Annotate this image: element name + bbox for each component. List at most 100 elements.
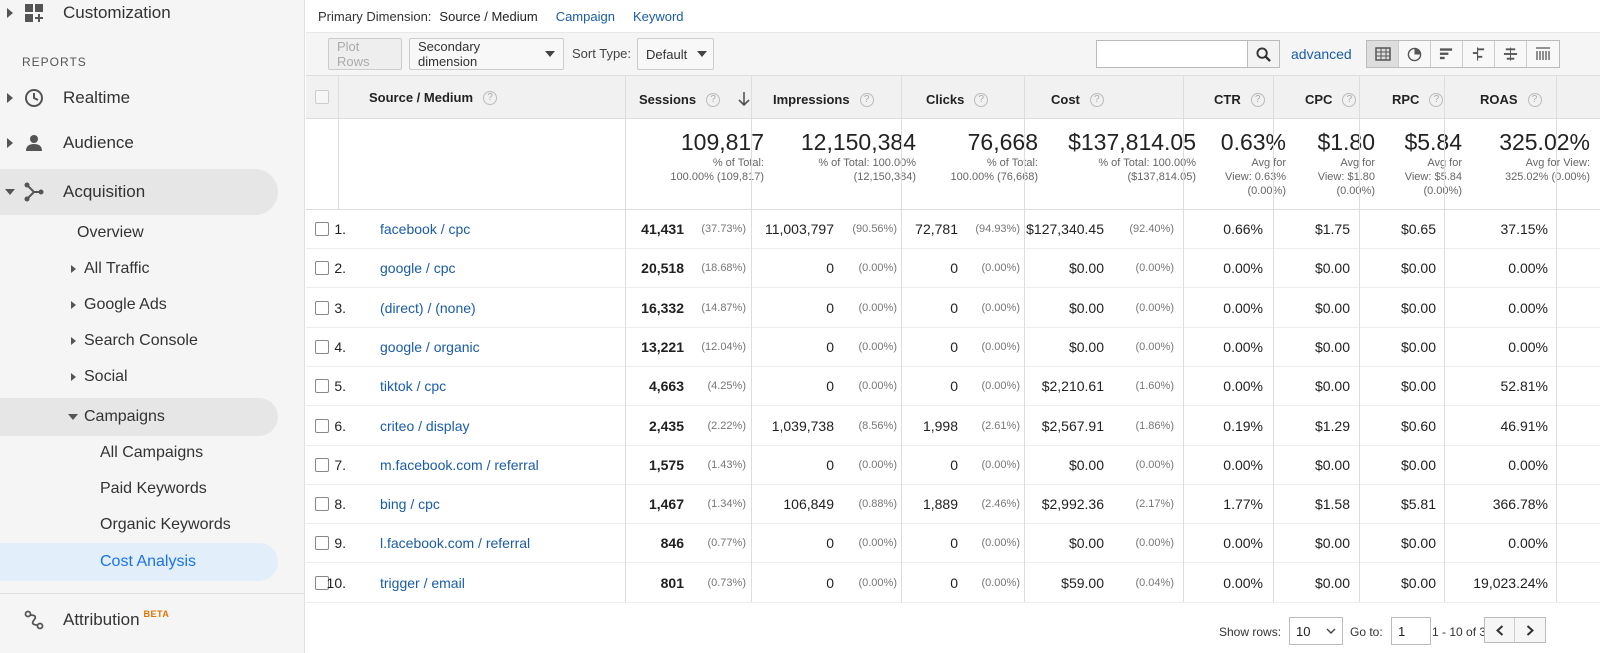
header-sessions[interactable]: Sessions? — [639, 92, 750, 107]
term-cloud-view-button[interactable] — [1495, 41, 1527, 67]
help-icon[interactable]: ? — [1429, 92, 1444, 107]
nav-google-ads[interactable]: Google Ads — [71, 287, 167, 323]
table-search-input[interactable] — [1096, 40, 1248, 68]
clicks-percent: (0.00%) — [981, 380, 1020, 393]
table-row: 6. criteo / display 2,435 (2.22%) 1,039,738 (… — [306, 407, 1600, 446]
table-row: 10. trigger / email 801 (0.73%) 0 (0.00%) 0 (0.… — [306, 564, 1600, 603]
next-page-button[interactable] — [1515, 618, 1545, 642]
header-impressions[interactable]: Impressions? — [773, 92, 874, 107]
nav-overview[interactable]: Overview — [77, 215, 144, 251]
header-cpc[interactable]: CPC? — [1305, 92, 1357, 107]
nav-campaigns[interactable]: Campaigns — [68, 399, 165, 435]
nav-overview-label: Overview — [77, 224, 144, 241]
help-icon[interactable]: ? — [1089, 92, 1104, 107]
source-medium-link[interactable]: bing / cpc — [380, 496, 440, 513]
impressions-value: 0 — [826, 535, 834, 552]
primary-dimension-bar: Primary Dimension: Source / Medium Campa… — [306, 0, 1600, 32]
primary-dimension-campaign[interactable]: Campaign — [555, 8, 615, 24]
header-rpc[interactable]: RPC? — [1392, 92, 1444, 107]
help-icon[interactable]: ? — [1527, 92, 1542, 107]
help-icon[interactable]: ? — [1250, 92, 1265, 107]
header-cost[interactable]: Cost? — [1051, 92, 1104, 107]
cost-value: $0.00 — [1068, 260, 1104, 277]
sort-type-dropdown[interactable]: Default — [637, 38, 714, 70]
source-medium-link[interactable]: google / cpc — [380, 260, 456, 277]
nav-cost-analysis[interactable]: Cost Analysis — [100, 544, 196, 580]
source-medium-link[interactable]: criteo / display — [380, 417, 470, 434]
total-note: % of Total: — [712, 157, 764, 169]
nav-paid-keywords[interactable]: Paid Keywords — [100, 471, 207, 507]
cost-percent: (92.40%) — [1129, 223, 1174, 235]
table-view-button[interactable] — [1367, 41, 1399, 67]
advanced-filter-link[interactable]: advanced — [1291, 46, 1352, 62]
select-all-checkbox[interactable] — [315, 90, 329, 104]
clicks-value: 72,781 — [915, 221, 958, 237]
nav-social[interactable]: Social — [71, 359, 128, 395]
row-checkbox[interactable] — [315, 575, 329, 590]
previous-page-button[interactable] — [1485, 618, 1516, 642]
secondary-dimension-dropdown[interactable]: Secondary dimension — [409, 38, 564, 70]
sessions-percent: (12.04%) — [701, 340, 746, 353]
cost-value: $2,992.36 — [1041, 496, 1104, 513]
row-checkbox[interactable] — [315, 497, 329, 512]
clicks-percent: (0.00%) — [981, 537, 1020, 550]
rpc-value: $5.81 — [1400, 496, 1436, 513]
source-medium-link[interactable]: m.facebook.com / referral — [380, 456, 539, 473]
pivot-view-button[interactable] — [1527, 41, 1559, 67]
total-note: (12,150,384) — [853, 171, 916, 183]
source-medium-link[interactable]: l.facebook.com / referral — [380, 535, 531, 552]
row-checkbox[interactable] — [315, 379, 329, 394]
nav-acquisition[interactable]: Acquisition — [0, 169, 278, 215]
nav-organic-keywords[interactable]: Organic Keywords — [100, 507, 231, 543]
cpc-value: $0.00 — [1314, 299, 1350, 316]
nav-search-console-label: Search Console — [84, 332, 198, 349]
source-medium-link[interactable]: trigger / email — [380, 574, 465, 591]
help-icon[interactable]: ? — [974, 92, 989, 107]
performance-view-button[interactable] — [1431, 41, 1463, 67]
row-checkbox[interactable] — [315, 536, 329, 551]
help-icon[interactable]: ? — [483, 90, 498, 105]
pie-view-button[interactable] — [1399, 41, 1431, 67]
help-icon[interactable]: ? — [1342, 92, 1357, 107]
ctr-value: 0.00% — [1223, 338, 1263, 355]
column-divider — [1444, 75, 1445, 602]
header-ctr[interactable]: CTR? — [1214, 92, 1265, 107]
goto-page-input[interactable]: 1 — [1391, 617, 1431, 645]
primary-dimension-keyword[interactable]: Keyword — [632, 8, 684, 24]
row-checkbox[interactable] — [315, 261, 329, 276]
table-row: 9. l.facebook.com / referral 846 (0.77%) 0 (0… — [306, 524, 1600, 564]
row-checkbox[interactable] — [315, 457, 329, 472]
nav-all-campaigns[interactable]: All Campaigns — [100, 435, 203, 471]
source-medium-link[interactable]: tiktok / cpc — [380, 378, 447, 395]
help-icon[interactable]: ? — [706, 92, 721, 107]
total-note: (0.00%) — [1423, 185, 1462, 197]
nav-search-console[interactable]: Search Console — [71, 323, 198, 359]
cost-percent: (0.00%) — [1135, 301, 1174, 314]
source-medium-link[interactable]: (direct) / (none) — [380, 299, 476, 316]
total-note: View: $1.80 — [1317, 171, 1375, 183]
row-checkbox[interactable] — [315, 339, 329, 354]
nav-all-traffic[interactable]: All Traffic — [71, 251, 150, 287]
sessions-value: 20,518 — [641, 260, 684, 277]
row-checkbox[interactable] — [315, 418, 329, 433]
source-medium-link[interactable]: facebook / cpc — [380, 221, 471, 237]
header-clicks[interactable]: Clicks? — [926, 92, 989, 107]
total-value: $137,814.05 — [1068, 129, 1196, 155]
plot-rows-button[interactable]: Plot Rows — [328, 38, 402, 70]
search-button[interactable] — [1248, 40, 1280, 68]
row-checkbox[interactable] — [315, 222, 329, 236]
header-roas[interactable]: ROAS? — [1480, 92, 1542, 107]
collapse-arrow-icon — [68, 414, 78, 420]
help-icon[interactable]: ? — [859, 92, 874, 107]
row-number: 4. — [334, 338, 346, 355]
show-rows-select[interactable]: 10 — [1289, 617, 1343, 645]
cost-value: $59.00 — [1061, 574, 1104, 591]
cpc-value: $0.00 — [1314, 260, 1350, 277]
clicks-percent: (94.93%) — [975, 223, 1020, 235]
expand-arrow-icon — [71, 301, 76, 309]
header-source-medium[interactable]: Source / Medium? — [369, 90, 498, 105]
comparison-view-button[interactable] — [1463, 41, 1495, 67]
header-cost-label: Cost — [1051, 92, 1080, 107]
source-medium-link[interactable]: google / organic — [380, 338, 480, 355]
row-checkbox[interactable] — [315, 300, 329, 315]
